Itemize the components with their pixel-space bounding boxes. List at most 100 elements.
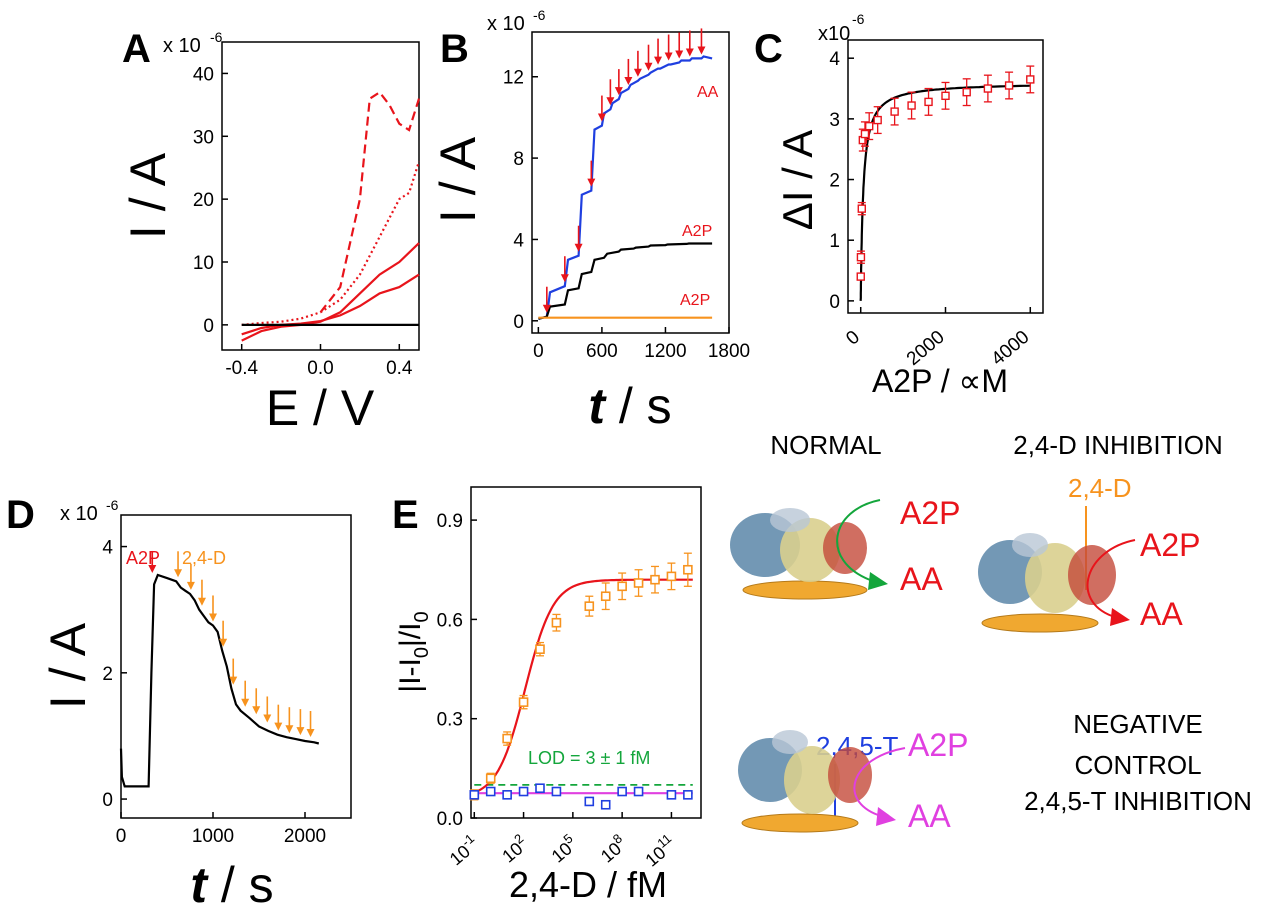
panel-d-xlabel-rest: / s	[207, 857, 274, 909]
panel-d-ticks: 0 1000 2000 0 2 4	[102, 538, 326, 847]
addition-arrow-head	[644, 62, 653, 71]
addition-arrow-head	[606, 97, 615, 106]
panel-a-ticks: -0.4 0.0 0.4 0 10 20 30 40	[193, 64, 413, 379]
y-tick-label: 10	[193, 253, 214, 274]
y-tick-label: 1	[829, 231, 840, 252]
inhibitor-arrow-head	[263, 714, 272, 723]
reaction-arrowhead	[1110, 608, 1130, 626]
data-point	[857, 204, 866, 213]
schematic-inhibition-substrate: A2P	[1140, 527, 1200, 563]
panel-e-ylabel-part2: |/I	[394, 623, 427, 647]
electrode-disc	[741, 813, 859, 833]
electrode-disc	[742, 580, 868, 600]
y-tick-label: 0	[513, 312, 524, 333]
x-tick-label: 0.4	[386, 358, 413, 379]
cv-curve-2	[241, 242, 420, 342]
x-tick-label: 0	[116, 826, 127, 847]
inhibitor-arrow-head	[274, 722, 283, 731]
panel-d-multiplier-exp: -6	[106, 497, 119, 513]
y-tick-label: 0.3	[437, 710, 463, 731]
data-point-245t	[469, 790, 480, 800]
data-point-24d	[518, 697, 529, 707]
x-tick-label: 105	[545, 831, 581, 867]
schematic-normal-substrate: A2P	[900, 495, 960, 531]
x-tick-label: 1000	[192, 826, 234, 847]
reaction-arrow	[1086, 539, 1136, 617]
y-tick-label: 12	[503, 68, 524, 89]
schematic-inhibition-product: AA	[1140, 596, 1183, 632]
data-point	[1004, 81, 1014, 90]
y-tick-label: 3	[829, 110, 840, 131]
enzyme-illustration	[738, 730, 872, 814]
data-point-24d	[485, 773, 496, 784]
fit-curve	[859, 84, 1031, 301]
data-point-245t	[485, 786, 496, 797]
y-tick-label: 4	[829, 49, 840, 70]
inhibitor-arrow-head	[296, 727, 305, 736]
data-point-245t	[633, 786, 644, 797]
x-tick-label: 10-1	[443, 831, 483, 870]
addition-arrow-head	[560, 274, 569, 283]
panel-e-xlabel: 2,4-D / fM	[509, 864, 667, 905]
addition-arrow-head	[614, 87, 623, 96]
panel-e-label: E	[392, 493, 419, 537]
panel-b-xlabel-rest: / s	[605, 378, 672, 434]
x-tick-label: 1800	[708, 341, 750, 362]
x-tick-label: 2000	[284, 826, 326, 847]
data-point-24d	[600, 591, 611, 602]
panel-a-series	[241, 90, 421, 342]
data-point-245t	[551, 786, 562, 797]
panel-c-ylabel: ΔI / A	[774, 130, 821, 230]
panel-b-xlabel-italic: t	[588, 378, 607, 434]
schematic-normal-title: NORMAL	[770, 430, 881, 460]
enzyme-illustration	[978, 533, 1116, 613]
data-point-24d	[535, 644, 545, 654]
schematic-normal-product: AA	[900, 561, 943, 597]
x-tick-label: -0.4	[225, 358, 258, 379]
data-point	[856, 272, 865, 281]
inhibitor-arrow-head	[229, 676, 238, 685]
data-point	[856, 252, 866, 262]
addition-arrow-head	[542, 304, 551, 313]
panel-a-frame	[221, 41, 420, 351]
panel-d: D x 10 -6 0 1000 2000 0 2 4 A2P 2,4-D t / s I…	[6, 493, 352, 909]
data-point-24d	[650, 574, 660, 585]
panel-d-annotation-a2p: A2P	[126, 548, 160, 568]
panel-e-ylabel: |I-I0|/I0	[394, 611, 433, 692]
inhibitor-arrow-head	[197, 597, 206, 606]
panel-a-ylabel: I / A	[120, 152, 176, 239]
schematic-negative-product: AA	[908, 798, 951, 834]
y-tick-label: 0.0	[437, 809, 463, 830]
data-point-245t	[518, 786, 529, 797]
inhibitor-arrow-head	[252, 706, 261, 715]
data-point	[962, 87, 971, 97]
addition-arrow-head	[675, 50, 684, 59]
panel-a-xlabel: E / V	[266, 380, 375, 436]
schematic-negative-title-2: CONTROL	[1074, 750, 1201, 780]
panel-c-points	[856, 65, 1035, 281]
panel-b-annotation-a2p-1: A2P	[682, 223, 712, 240]
schematic-inhibition-inhibitor: 2,4-D	[1068, 473, 1132, 503]
data-point-245t	[683, 790, 693, 800]
data-point	[864, 121, 874, 131]
y-tick-label: 2	[102, 664, 113, 685]
panel-b-label: B	[440, 27, 469, 71]
panel-b-multiplier: x 10	[487, 13, 525, 35]
y-tick-label: 0	[102, 790, 113, 811]
y-tick-label: 4	[513, 230, 524, 251]
electrode-disc	[981, 613, 1099, 633]
data-point-24d	[551, 617, 562, 628]
panel-e-ylabel-sub2: 0	[411, 611, 433, 622]
x-tick-label: 1200	[644, 341, 686, 362]
inhibitor-arrow-head	[241, 698, 250, 707]
x-tick-label: 108	[594, 831, 630, 867]
data-point	[873, 115, 882, 125]
addition-arrow-head	[685, 48, 694, 57]
reaction-arrow	[853, 747, 906, 816]
panel-c-multiplier: x10	[818, 23, 850, 45]
panel-c-xlabel: A2P / ∝M	[872, 363, 1008, 399]
